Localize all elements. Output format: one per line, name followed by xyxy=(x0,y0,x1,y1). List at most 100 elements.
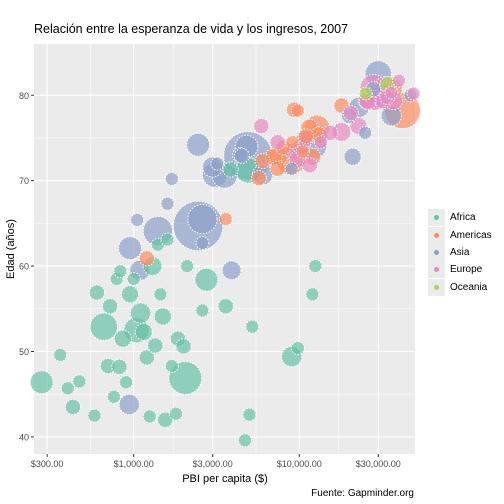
data-point-africa xyxy=(290,341,305,356)
data-point-americas xyxy=(218,212,233,227)
data-point-africa xyxy=(129,302,152,324)
data-point-africa xyxy=(153,307,172,326)
data-point-africa xyxy=(245,319,260,334)
data-point-africa xyxy=(169,406,183,421)
data-point-africa xyxy=(242,407,257,422)
data-point-africa xyxy=(119,375,134,390)
legend-item-africa: Africa xyxy=(428,209,492,227)
data-point-asia xyxy=(186,132,211,157)
data-point-americas xyxy=(290,103,305,118)
legend-key-asia xyxy=(428,243,445,261)
data-point-asia xyxy=(160,196,175,211)
x-axis-label: PBI per capita ($) xyxy=(182,473,268,485)
data-point-asia xyxy=(195,236,210,250)
y-tick-label: 80 xyxy=(19,91,29,101)
data-point-europe xyxy=(301,157,319,174)
data-point-europe xyxy=(253,117,270,135)
x-tick-label: $1,000.00 xyxy=(114,459,154,469)
data-point-asia xyxy=(233,147,250,164)
data-points xyxy=(29,60,421,448)
y-tick-label: 50 xyxy=(19,347,29,357)
legend-label-europe: Europe xyxy=(450,264,483,276)
y-axis-ticks: 40 50 60 70 80 xyxy=(19,91,34,442)
data-point-europe xyxy=(384,85,399,100)
data-point-africa xyxy=(308,259,323,274)
data-point-africa xyxy=(134,322,153,341)
data-point-africa xyxy=(175,338,192,355)
y-tick-label: 70 xyxy=(19,176,29,186)
data-point-africa xyxy=(160,232,175,247)
data-point-americas xyxy=(295,144,310,159)
data-point-africa xyxy=(217,298,234,315)
chart-caption: Fuente: Gapminder.org xyxy=(311,488,414,499)
x-tick-label: $3,000.00 xyxy=(193,459,233,469)
legend-dot-icon xyxy=(434,232,439,238)
data-point-asia xyxy=(118,236,142,261)
data-point-asia xyxy=(164,172,179,186)
legend-item-europe: Europe xyxy=(428,261,492,279)
legend-key-oceania xyxy=(428,278,445,296)
legend-item-americas: Americas xyxy=(428,226,492,244)
chart-title: Relación entre la esperanza de vida y lo… xyxy=(34,22,349,36)
data-point-asia xyxy=(187,204,218,235)
data-point-americas xyxy=(254,152,271,170)
data-point-africa xyxy=(222,161,239,178)
legend-label-americas: Americas xyxy=(450,229,492,241)
legend-key-europe xyxy=(428,261,445,279)
y-axis-label: Edad (años) xyxy=(5,219,17,279)
x-tick-label: $30,000.00 xyxy=(356,459,401,469)
data-point-europe xyxy=(322,124,339,141)
data-point-asia xyxy=(343,147,362,166)
data-point-asia xyxy=(210,156,225,171)
data-point-asia xyxy=(380,105,402,127)
x-tick-label: $300.00 xyxy=(31,459,64,469)
y-tick-label: 40 xyxy=(19,432,29,442)
data-point-africa xyxy=(64,398,82,416)
legend-key-africa xyxy=(428,209,445,227)
data-point-americas xyxy=(250,170,267,187)
data-point-africa xyxy=(120,285,139,304)
data-point-africa xyxy=(107,389,121,404)
data-point-africa xyxy=(164,359,179,373)
data-point-asia xyxy=(130,213,145,227)
data-point-americas xyxy=(298,128,315,145)
data-point-americas xyxy=(285,135,300,150)
data-point-africa xyxy=(88,284,106,301)
data-point-africa xyxy=(102,298,119,315)
data-point-africa xyxy=(113,264,128,279)
x-tick-label: $10,000.00 xyxy=(277,459,322,469)
data-point-americas xyxy=(138,250,155,267)
data-point-europe xyxy=(406,86,421,101)
legend-label-oceania: Oceania xyxy=(450,281,488,293)
data-point-africa xyxy=(72,374,87,389)
legend-item-asia: Asia xyxy=(428,243,492,261)
data-point-africa xyxy=(53,347,68,362)
data-point-africa xyxy=(180,259,194,274)
data-point-asia xyxy=(358,125,373,140)
data-point-europe xyxy=(313,135,328,150)
legend-label-africa: Africa xyxy=(450,212,476,224)
data-point-africa xyxy=(29,370,54,395)
legend-dot-icon xyxy=(434,249,439,255)
data-point-africa xyxy=(142,409,157,424)
data-point-africa xyxy=(238,433,252,448)
data-point-africa xyxy=(147,337,164,354)
legend-key-americas xyxy=(428,226,445,244)
data-point-asia xyxy=(284,161,299,176)
legend-label-asia: Asia xyxy=(450,246,470,258)
data-point-africa xyxy=(138,349,155,366)
data-point-africa xyxy=(126,271,141,286)
data-point-africa xyxy=(195,303,210,318)
data-point-asia xyxy=(221,260,242,281)
data-point-europe xyxy=(342,105,359,122)
data-point-africa xyxy=(60,381,75,396)
data-point-africa xyxy=(113,329,132,348)
data-point-oceania xyxy=(358,86,373,101)
legend-dot-icon xyxy=(434,215,439,221)
x-axis-ticks: $300.00 $1,000.00 $3,000.00 $10,000.00 $30,0… xyxy=(31,454,401,469)
legend: Africa Americas Asia Europe Oceania xyxy=(428,209,492,296)
data-point-americas xyxy=(269,160,286,177)
data-point-africa xyxy=(89,312,118,341)
legend-item-oceania: Oceania xyxy=(428,278,492,296)
